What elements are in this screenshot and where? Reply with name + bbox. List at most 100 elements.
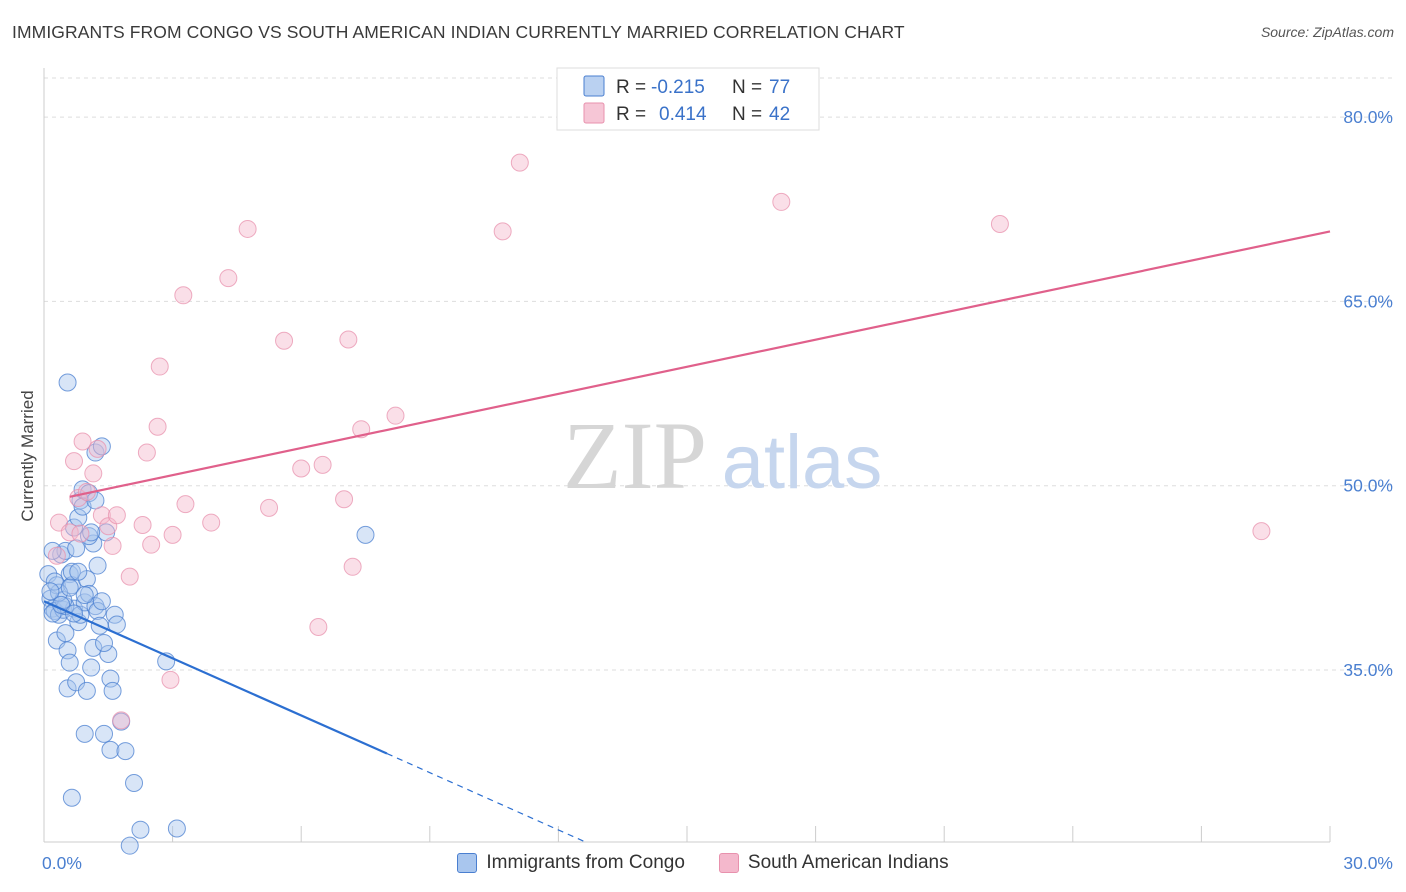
south-american-indian-trend-line (69, 230, 1331, 498)
south-american-indian-point-15 (120, 567, 139, 586)
south-american-indian-point-27 (238, 219, 257, 238)
congo-point-36 (92, 592, 111, 611)
south-american-indian-point-34 (339, 330, 358, 349)
congo-trend-extension (386, 752, 586, 843)
south-american-indian-point-21 (161, 670, 180, 689)
south-american-indian-point-20 (150, 357, 169, 376)
congo-point-8 (56, 541, 75, 560)
congo-point-65 (41, 582, 60, 601)
congo-trend-line (43, 600, 388, 755)
south-american-indian-point-31 (309, 618, 328, 636)
south-american-indian-point-13 (107, 506, 126, 525)
south-american-indian-point-26 (219, 269, 238, 288)
south-american-indian-point-3 (65, 452, 84, 471)
congo-point-46 (103, 681, 122, 700)
congo-point-51 (116, 742, 135, 761)
south-american-indian-point-29 (275, 331, 294, 350)
south-american-indian-point-42 (1252, 522, 1271, 541)
congo-point-40 (88, 556, 107, 575)
legend-r-label-2: R = (616, 104, 646, 125)
legend-swatch-pink (583, 102, 605, 124)
south-american-indian-point-24 (176, 495, 195, 514)
south-american-indian-point-16 (133, 516, 152, 535)
legend-r-value-2: 0.414 (659, 104, 707, 125)
congo-point-49 (101, 740, 120, 759)
south-american-indian-point-10 (92, 506, 111, 525)
congo-point-17 (62, 562, 81, 581)
legend-item-south-american-indians: South American Indians (718, 852, 949, 874)
congo-point-34 (88, 602, 107, 621)
south-american-indian-point-5 (71, 524, 90, 543)
south-american-indian-point-40 (772, 192, 791, 211)
south-american-indian-point-41 (990, 215, 1009, 234)
legend-label-congo: Immigrants from Congo (486, 852, 685, 873)
south-american-indian-point-0 (47, 546, 66, 565)
congo-point-31 (82, 658, 101, 677)
south-american-indian-point-6 (73, 432, 92, 451)
south-american-indian-point-32 (313, 455, 332, 474)
south-american-indian-point-33 (335, 490, 354, 509)
south-american-indian-point-35 (343, 557, 362, 576)
congo-point-76 (356, 525, 375, 544)
legend-item-congo: Immigrants from Congo (457, 852, 685, 874)
south-american-indian-point-9 (88, 439, 107, 458)
south-american-indian-point-39 (510, 153, 529, 172)
south-american-indian-point-30 (292, 459, 311, 478)
chart-title: IMMIGRANTS FROM CONGO VS SOUTH AMERICAN … (12, 22, 905, 42)
south-american-indian-point-17 (137, 443, 156, 462)
south-american-indian-point-12 (103, 536, 122, 555)
congo-point-74 (75, 586, 94, 605)
congo-point-54 (131, 820, 150, 839)
congo-point-57 (75, 724, 94, 743)
trend-lines (43, 230, 1331, 843)
congo-point-44 (99, 645, 118, 664)
congo-point-56 (167, 819, 186, 838)
legend-swatch-congo (457, 853, 478, 873)
south-american-indian-point-38 (493, 222, 512, 241)
congo-point-73 (67, 539, 86, 558)
south-american-indian-point-23 (174, 286, 193, 305)
south-american-indian-point-22 (163, 525, 182, 544)
congo-point-30 (77, 681, 96, 700)
y-tick-label-2: 65.0% (1343, 291, 1393, 311)
legend-n-value-1: 77 (769, 77, 790, 98)
legend-n-label-1: N = (732, 77, 762, 98)
y-axis-label: Currently Married (18, 390, 37, 521)
congo-point-53 (120, 836, 139, 855)
grid-lines (44, 77, 1393, 671)
watermark: ZIP atlas (563, 402, 882, 509)
tick-labels: 35.0% 50.0% 65.0% 80.0% 0.0% 30.0% (42, 107, 1393, 873)
legend-swatch-blue (583, 75, 605, 97)
south-american-indian-point-14 (112, 711, 131, 730)
congo-point-70 (69, 562, 88, 581)
legend-label-south-american-indians: South American Indians (747, 852, 949, 873)
south-american-indian-point-25 (202, 513, 221, 532)
legend-n-value-2: 42 (769, 104, 790, 125)
legend-r-value-1: -0.215 (651, 77, 705, 98)
watermark-atlas: atlas (722, 420, 883, 505)
congo-point-58 (62, 788, 81, 807)
congo-point-37 (95, 724, 114, 743)
legend-bottom: Immigrants from Congo South American Ind… (0, 852, 1406, 874)
source-label: Source: ZipAtlas.com (1260, 24, 1394, 40)
x-tick-label-1: 30.0% (1343, 853, 1393, 873)
congo-point-72 (95, 633, 114, 652)
axes (43, 68, 1331, 843)
south-american-indian-point-28 (260, 498, 279, 517)
south-american-indian-point-18 (142, 535, 161, 554)
x-tick-label-0: 0.0% (42, 853, 82, 873)
congo-point-60 (58, 373, 77, 392)
legend-top: R = -0.215 N = 77 R = 0.414 N = 42 (556, 67, 820, 131)
south-american-indian-point-8 (84, 464, 103, 483)
y-tick-label-0: 35.0% (1343, 660, 1393, 680)
congo-point-68 (60, 578, 79, 597)
congo-point-16 (60, 653, 79, 672)
south-american-indian-point-37 (386, 406, 405, 425)
y-tick-label-3: 80.0% (1343, 107, 1393, 127)
watermark-zip: ZIP (563, 402, 707, 509)
legend-r-label-1: R = (616, 77, 646, 98)
congo-point-52 (125, 774, 144, 793)
y-tick-label-1: 50.0% (1343, 476, 1393, 496)
legend-swatch-south-american-indians (718, 853, 739, 873)
